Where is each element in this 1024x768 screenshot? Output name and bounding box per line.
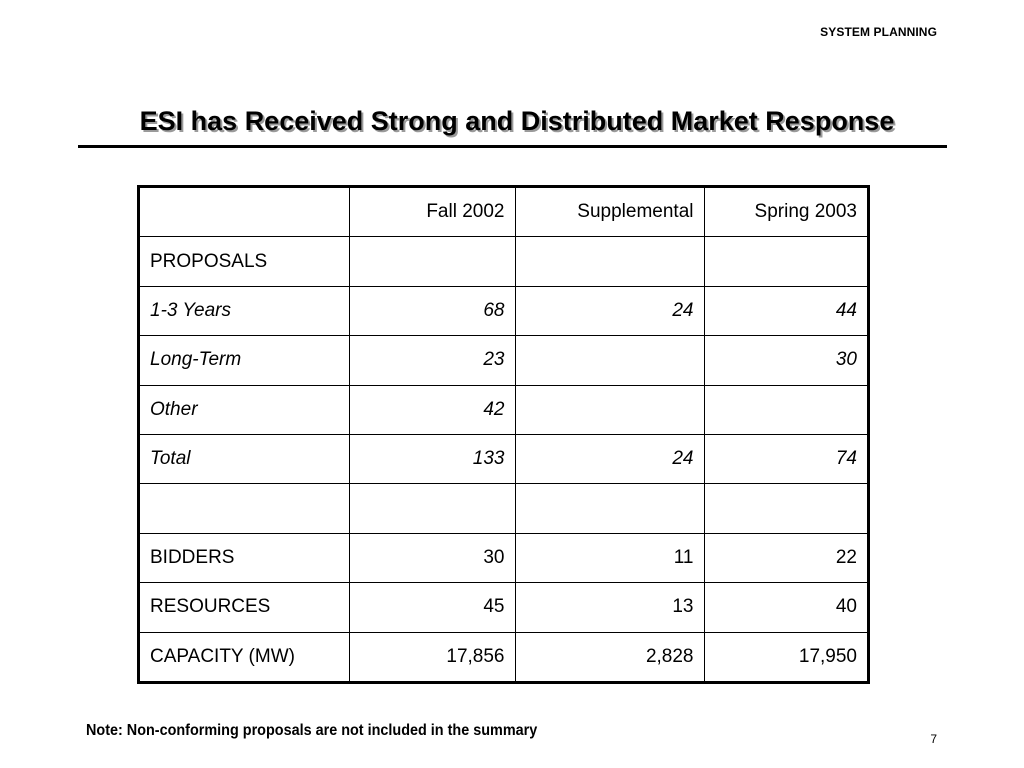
row-label: BIDDERS — [140, 532, 350, 584]
row-label: RESOURCES — [140, 582, 350, 633]
table-row — [140, 483, 867, 534]
table-row: CAPACITY (MW) 17,856 2,828 17,950 — [140, 631, 867, 681]
table-row: 1-3 Years 68 24 44 — [140, 285, 867, 337]
table-cell: 11 — [514, 532, 705, 584]
row-label: Long-Term — [140, 335, 350, 386]
table-cell: 17,856 — [348, 631, 516, 681]
title-underline — [78, 145, 947, 148]
table-cell: 133 — [348, 433, 516, 485]
row-label: 1-3 Years — [140, 285, 350, 337]
summary-table-frame: Fall 2002 Supplemental Spring 2003 PROPO… — [137, 185, 870, 684]
table-cell — [348, 483, 516, 534]
row-label: PROPOSALS — [140, 236, 350, 287]
table-cell: 23 — [348, 335, 516, 386]
table-row: RESOURCES 45 13 40 — [140, 582, 867, 633]
column-header-spring-2003: Spring 2003 — [703, 188, 867, 238]
table-cell — [514, 236, 705, 287]
table-cell — [703, 236, 867, 287]
table-cell — [514, 335, 705, 386]
row-label: Total — [140, 433, 350, 485]
header-label: SYSTEM PLANNING — [820, 25, 937, 39]
column-header-fall-2002: Fall 2002 — [348, 188, 516, 238]
slide-title: ESI has Received Strong and Distributed … — [139, 106, 895, 136]
table-cell: 45 — [348, 582, 516, 633]
table-row: BIDDERS 30 11 22 — [140, 532, 867, 584]
table-cell: 30 — [703, 335, 867, 386]
row-label: CAPACITY (MW) — [140, 631, 350, 681]
table-cell — [514, 483, 705, 534]
footnote: Note: Non-conforming proposals are not i… — [86, 722, 538, 739]
table-cell: 42 — [348, 384, 516, 435]
table-cell: 40 — [703, 582, 867, 633]
summary-table: Fall 2002 Supplemental Spring 2003 PROPO… — [140, 188, 867, 681]
column-header-blank — [140, 188, 350, 238]
table-row: PROPOSALS — [140, 236, 867, 287]
column-header-supplemental: Supplemental — [514, 188, 705, 238]
table-cell — [703, 384, 867, 435]
table-cell: 44 — [703, 285, 867, 337]
table-cell: 17,950 — [703, 631, 867, 681]
table-row: Total 133 24 74 — [140, 433, 867, 485]
table-cell: 22 — [703, 532, 867, 584]
table-cell — [348, 236, 516, 287]
page-number: 7 — [930, 732, 937, 746]
table-cell: 68 — [348, 285, 516, 337]
table-row: Other 42 — [140, 384, 867, 435]
table-cell: 24 — [514, 285, 705, 337]
table-row: Long-Term 23 30 — [140, 335, 867, 386]
table-cell: 13 — [514, 582, 705, 633]
row-label — [140, 483, 350, 534]
table-cell: 30 — [348, 532, 516, 584]
table-header-row: Fall 2002 Supplemental Spring 2003 — [140, 188, 867, 238]
table-cell: 2,828 — [514, 631, 705, 681]
row-label: Other — [140, 384, 350, 435]
table-cell — [703, 483, 867, 534]
table-cell: 24 — [514, 433, 705, 485]
table-cell — [514, 384, 705, 435]
table-cell: 74 — [703, 433, 867, 485]
